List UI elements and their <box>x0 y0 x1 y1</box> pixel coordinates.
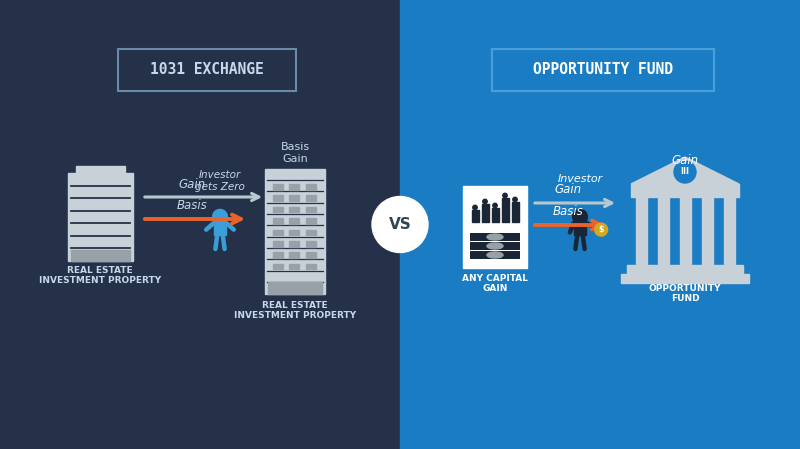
Circle shape <box>573 209 587 224</box>
Circle shape <box>372 197 428 252</box>
Bar <box>67 173 133 261</box>
Bar <box>273 218 282 224</box>
Bar <box>470 242 520 250</box>
Bar <box>273 252 282 258</box>
Bar <box>702 197 713 265</box>
Bar <box>273 241 282 247</box>
Text: OPPORTUNITY
FUND: OPPORTUNITY FUND <box>649 284 722 304</box>
Bar <box>482 204 489 222</box>
Bar <box>306 207 316 212</box>
Bar <box>289 195 299 201</box>
Bar <box>631 184 739 197</box>
Bar <box>306 264 316 269</box>
Bar <box>273 184 282 190</box>
Bar <box>306 229 316 235</box>
Bar <box>470 251 520 259</box>
Bar <box>273 195 282 201</box>
Bar <box>306 252 316 258</box>
Bar <box>306 195 316 201</box>
Text: Gain: Gain <box>554 183 582 196</box>
Text: Basis: Basis <box>553 205 583 218</box>
Text: Basis
Gain: Basis Gain <box>281 142 310 164</box>
Circle shape <box>594 223 608 236</box>
Bar <box>273 229 282 235</box>
Text: REAL ESTATE
INVESTMENT PROPERTY: REAL ESTATE INVESTMENT PROPERTY <box>234 301 356 321</box>
Text: ANY CAPITAL
GAIN: ANY CAPITAL GAIN <box>462 274 528 293</box>
FancyBboxPatch shape <box>118 49 296 91</box>
Text: III: III <box>681 167 690 176</box>
Circle shape <box>503 194 507 198</box>
Bar <box>273 264 282 269</box>
Text: Investor: Investor <box>558 174 602 184</box>
Bar <box>627 265 743 274</box>
Bar <box>635 197 646 265</box>
Circle shape <box>473 205 477 210</box>
Bar <box>289 207 299 212</box>
Text: Gain: Gain <box>178 178 206 191</box>
Polygon shape <box>631 157 739 184</box>
Text: REAL ESTATE
INVESTMENT PROPERTY: REAL ESTATE INVESTMENT PROPERTY <box>39 266 161 286</box>
Bar <box>306 218 316 224</box>
Bar <box>574 219 586 235</box>
Text: Investor
gets Zero: Investor gets Zero <box>195 171 245 192</box>
Bar <box>289 184 299 190</box>
Bar <box>273 207 282 212</box>
Ellipse shape <box>487 252 503 258</box>
Bar <box>723 197 734 265</box>
Bar <box>0 0 400 449</box>
Text: 1031 EXCHANGE: 1031 EXCHANGE <box>150 62 264 78</box>
Bar <box>679 197 690 265</box>
Bar <box>306 241 316 247</box>
Bar <box>621 274 749 283</box>
Bar <box>471 210 478 222</box>
Bar <box>463 186 527 268</box>
Circle shape <box>513 197 518 202</box>
Circle shape <box>493 203 498 208</box>
Bar <box>75 166 125 173</box>
Circle shape <box>674 161 696 183</box>
Circle shape <box>213 209 227 224</box>
Text: VS: VS <box>389 217 411 232</box>
Text: Gain: Gain <box>671 154 698 167</box>
Bar <box>268 282 322 294</box>
Text: $: $ <box>598 225 604 234</box>
Bar <box>511 202 518 222</box>
Text: Basis: Basis <box>177 199 207 212</box>
Bar <box>306 184 316 190</box>
Bar <box>289 241 299 247</box>
Circle shape <box>483 199 487 204</box>
Bar <box>502 198 509 222</box>
Bar <box>491 208 498 222</box>
Bar <box>289 229 299 235</box>
Bar <box>289 218 299 224</box>
FancyBboxPatch shape <box>492 49 714 91</box>
Ellipse shape <box>487 234 503 240</box>
Ellipse shape <box>487 243 503 249</box>
Bar <box>214 219 226 235</box>
Bar <box>470 233 520 241</box>
Bar <box>265 168 325 294</box>
Bar <box>70 250 130 261</box>
Bar <box>400 0 800 449</box>
Bar <box>658 197 669 265</box>
Bar <box>289 264 299 269</box>
Text: OPPORTUNITY FUND: OPPORTUNITY FUND <box>533 62 673 78</box>
Bar <box>289 252 299 258</box>
